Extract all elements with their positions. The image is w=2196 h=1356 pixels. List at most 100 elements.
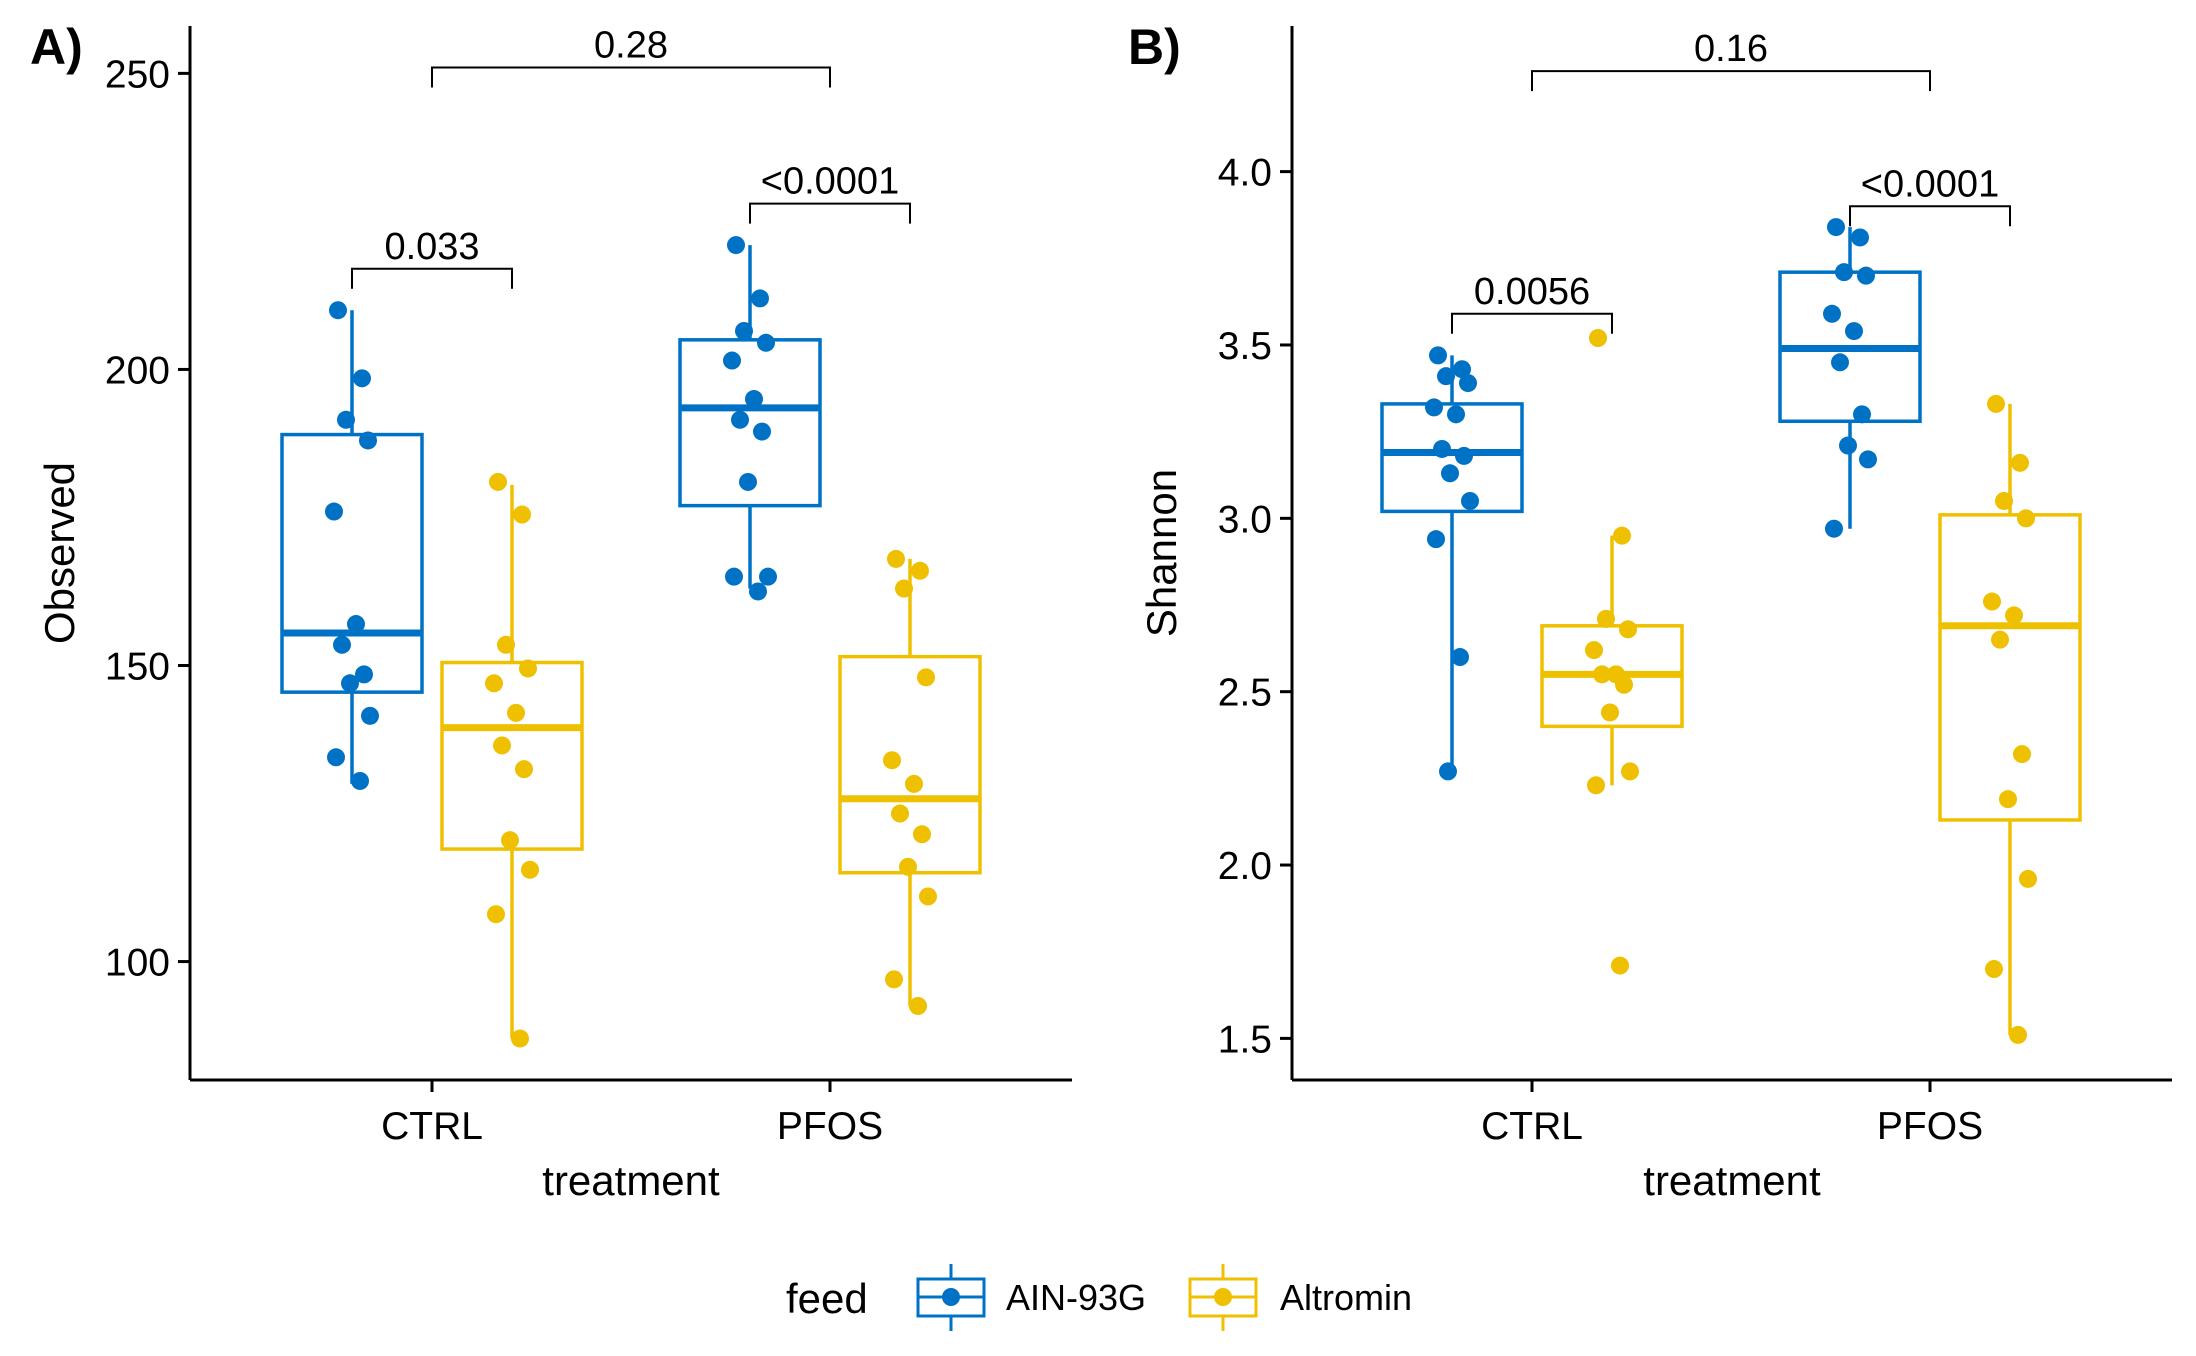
data-point — [355, 665, 373, 684]
data-point — [2013, 745, 2031, 764]
x-tick-label: PFOS — [1877, 1105, 1983, 1148]
data-point — [519, 659, 537, 678]
data-point — [2009, 1025, 2027, 1044]
data-point — [2017, 509, 2035, 528]
data-point — [899, 857, 917, 876]
y-tick-label: 2.0 — [1218, 845, 1272, 888]
box — [1938, 513, 2082, 822]
bracket-line — [431, 66, 831, 88]
data-point — [895, 579, 913, 598]
y-tick-label: 200 — [105, 349, 170, 392]
data-point — [1439, 762, 1457, 781]
data-point — [333, 635, 351, 654]
boxplot-AIN-93G-CTRL — [280, 310, 424, 784]
data-point — [1461, 491, 1479, 510]
legend-key-AIN-93G — [916, 1264, 986, 1331]
p-value-label: 0.033 — [384, 226, 479, 268]
data-point — [1839, 436, 1857, 455]
data-point — [1447, 405, 1465, 424]
x-axis-title: treatment — [542, 1157, 720, 1204]
bracket-line — [1451, 312, 1613, 334]
data-point — [1851, 228, 1869, 247]
data-point — [2019, 869, 2037, 888]
data-point — [1597, 609, 1615, 628]
data-point — [513, 505, 531, 524]
data-point — [1429, 346, 1447, 365]
legend-point — [1214, 1288, 1232, 1306]
data-point — [913, 825, 931, 844]
data-point — [887, 549, 905, 568]
legend-label: Altromin — [1280, 1277, 1412, 1318]
data-point — [1995, 491, 2013, 510]
data-point — [1985, 960, 2003, 979]
data-point — [1991, 630, 2009, 649]
data-point — [919, 887, 937, 906]
x-tick-label: CTRL — [381, 1105, 483, 1148]
data-point — [751, 289, 769, 308]
data-point — [723, 351, 741, 370]
panel-a-tag: A) — [30, 19, 83, 75]
data-point — [353, 369, 371, 388]
y-tick-label: 3.0 — [1218, 498, 1272, 541]
data-point — [905, 774, 923, 793]
data-point — [739, 472, 757, 491]
p-value-label: <0.0001 — [1861, 163, 1999, 205]
data-point — [2005, 606, 2023, 625]
data-point — [341, 674, 359, 693]
p-value-label: <0.0001 — [761, 161, 899, 203]
data-point — [487, 905, 505, 924]
data-point — [1585, 641, 1603, 660]
legend: feed AIN-93G Altromin — [786, 1264, 1412, 1331]
box — [280, 432, 424, 694]
data-point — [361, 706, 379, 725]
panel-b-chart: 1.5 2.0 2.5 3.0 3.5 4.0 CTRL PFOS treatment Shann… — [1138, 26, 2172, 1204]
legend-title: feed — [786, 1275, 868, 1322]
data-point — [1831, 353, 1849, 372]
data-point — [1451, 648, 1469, 667]
data-point — [1589, 329, 1607, 348]
data-point — [325, 502, 343, 521]
y-tick-label: 4.0 — [1218, 152, 1272, 195]
data-point — [735, 321, 753, 340]
data-point — [1621, 762, 1639, 781]
data-point — [515, 760, 533, 779]
comparison-bracket: 0.0056 — [1451, 271, 1613, 334]
data-point — [1823, 304, 1841, 323]
y-tick-label: 150 — [105, 646, 170, 689]
data-point — [329, 301, 347, 320]
data-point — [1433, 439, 1451, 458]
y-tick-label: 1.5 — [1218, 1018, 1272, 1061]
bracket-line — [1849, 205, 2011, 227]
data-point — [1425, 398, 1443, 417]
panel-b-tag: B) — [1128, 19, 1181, 75]
panel-a-chart: 100 150 200 250 CTRL PFOS treatment Observed 0.0… — [36, 24, 1072, 1204]
data-point — [911, 561, 929, 580]
bracket-line — [1531, 70, 1931, 92]
y-axis-title: Observed — [36, 462, 83, 644]
data-point — [493, 736, 511, 755]
data-point — [507, 703, 525, 722]
box — [440, 660, 584, 851]
data-point — [489, 472, 507, 491]
data-point — [1455, 446, 1473, 465]
data-point — [731, 410, 749, 429]
data-point — [1999, 790, 2017, 809]
p-value-label: 0.0056 — [1474, 271, 1590, 313]
data-point — [1845, 322, 1863, 341]
boxplot-Altromin-PFOS — [1938, 403, 2082, 1035]
data-point — [1613, 526, 1631, 545]
p-value-label: 0.28 — [594, 24, 668, 66]
data-point — [1859, 450, 1877, 469]
data-point — [759, 567, 777, 586]
y-tick-label: 3.5 — [1218, 325, 1272, 368]
data-point — [1441, 464, 1459, 483]
data-point — [883, 751, 901, 770]
data-point — [1825, 519, 1843, 538]
data-point — [1453, 360, 1471, 379]
comparison-bracket: 0.033 — [351, 226, 513, 289]
data-point — [1987, 394, 2005, 413]
data-point — [727, 236, 745, 255]
data-point — [1611, 956, 1629, 975]
data-point — [1601, 703, 1619, 722]
